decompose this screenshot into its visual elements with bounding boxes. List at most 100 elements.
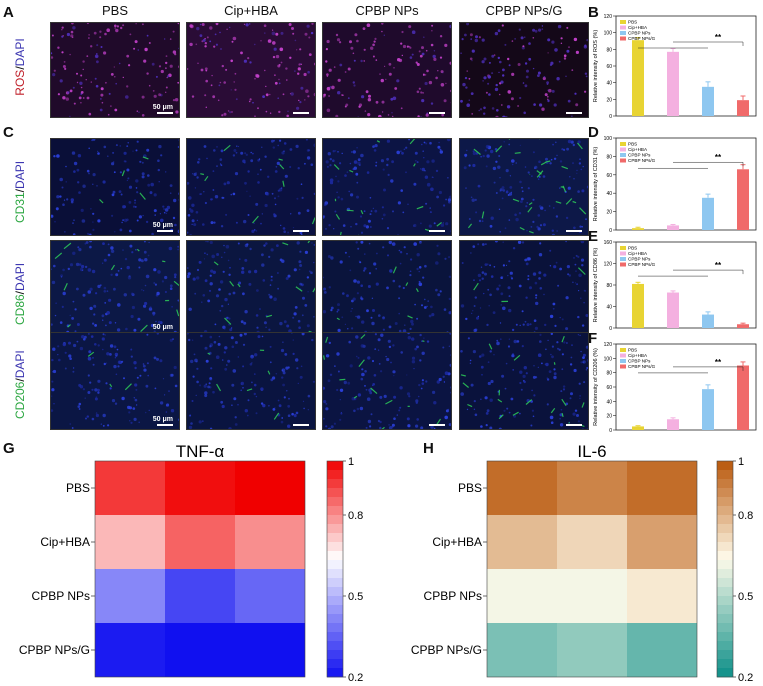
nucleus-dot [130,292,134,296]
nucleus-dot [71,427,74,429]
nucleus-dot [245,23,249,27]
nucleus-dot [92,221,94,223]
nucleus-dot [375,161,378,164]
nucleus-dot [387,254,389,257]
green-stain [295,286,303,292]
nucleus-dot [341,316,344,319]
nucleus-dot [566,49,570,53]
nucleus-dot [72,251,76,255]
nucleus-dot [242,387,244,389]
nucleus-dot [287,424,291,428]
nucleus-dot [414,303,416,306]
nucleus-dot [387,173,390,176]
nucleus-dot [296,49,298,51]
micrograph-texture [187,23,315,117]
nucleus-dot [553,368,556,371]
nucleus-dot [379,420,382,424]
nucleus-dot [120,193,123,196]
nucleus-dot [558,60,561,63]
nucleus-dot [328,224,331,227]
nucleus-dot [106,311,110,315]
nucleus-dot [375,59,378,61]
panel-letter-f: F [588,330,598,347]
nucleus-dot [546,378,550,381]
nucleus-dot [231,383,235,387]
row-label-cd31-marker: CD31 [13,192,27,223]
nucleus-dot [482,80,484,82]
nucleus-dot [149,191,153,195]
nucleus-dot [215,355,220,359]
nucleus-dot [500,104,503,106]
nucleus-dot [349,364,353,368]
row-label-dapi: DAPI [13,160,27,189]
nucleus-dot [169,184,173,187]
nucleus-dot [554,324,557,327]
nucleus-dot [105,81,107,84]
green-stain [173,280,179,287]
nucleus-dot [154,283,157,286]
nucleus-dot [165,86,168,89]
bar-3 [702,314,714,328]
bar-2 [667,292,679,328]
nucleus-dot [243,333,247,336]
nucleus-dot [432,54,436,59]
nucleus-dot [413,223,417,228]
colorbar-step [717,542,733,552]
nucleus-dot [360,296,363,300]
nucleus-dot [111,214,114,217]
nucleus-dot [218,335,221,338]
nucleus-dot [188,196,192,200]
nucleus-dot [426,160,430,164]
nucleus-dot [86,415,89,418]
nucleus-dot [530,424,533,427]
nucleus-dot [229,266,231,269]
nucleus-dot [103,51,107,55]
nucleus-dot [577,334,580,336]
micrograph-texture [51,139,179,235]
nucleus-dot [399,406,402,409]
nucleus-dot [254,373,256,375]
nucleus-dot [508,308,512,313]
nucleus-dot [78,408,81,410]
nucleus-dot [525,75,529,79]
nucleus-dot [420,91,423,94]
green-stain [204,175,209,182]
nucleus-dot [144,284,147,287]
nucleus-dot [234,172,239,176]
nucleus-dot [393,67,395,69]
nucleus-dot [386,139,390,143]
panel-letter-e: E [588,228,599,245]
colorbar-tick-label: 0.2 [738,672,753,684]
heatmap-cell [487,569,557,623]
nucleus-dot [523,366,527,370]
nucleus-dot [232,154,236,157]
nucleus-dot [278,82,281,85]
nucleus-dot [552,143,554,146]
nucleus-dot [573,226,576,230]
nucleus-dot [502,241,504,243]
nucleus-dot [213,221,216,224]
nucleus-dot [177,245,179,248]
nucleus-dot [433,401,437,405]
green-stain [278,158,283,161]
nucleus-dot [163,208,165,210]
nucleus-dot [51,214,54,218]
nucleus-dot [386,227,390,230]
nucleus-dot [114,76,116,78]
nucleus-dot [494,87,499,92]
colorbar-tick-label: 0.8 [348,510,363,522]
green-stain [360,209,364,215]
nucleus-dot [187,267,189,269]
nucleus-dot [153,356,157,360]
nucleus-dot [311,23,314,25]
nucleus-dot [238,281,242,285]
nucleus-dot [141,175,145,179]
nucleus-dot [580,168,583,171]
nucleus-dot [422,73,425,76]
nucleus-dot [422,92,424,94]
nucleus-dot [383,34,385,36]
nucleus-dot [477,184,481,188]
nucleus-dot [550,333,553,336]
nucleus-dot [419,359,422,362]
nucleus-dot [355,315,357,318]
